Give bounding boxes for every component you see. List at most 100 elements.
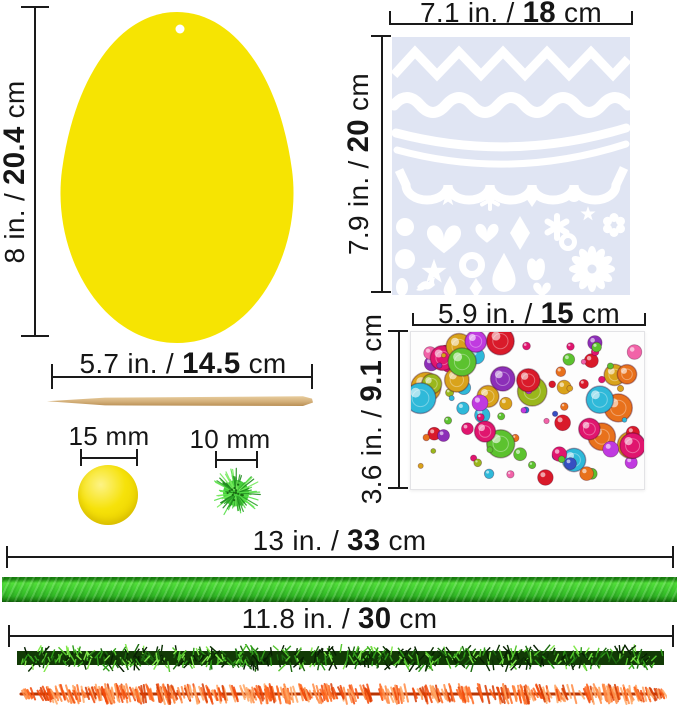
egg-height-inches: 8 in. / bbox=[0, 184, 30, 264]
ribbon-length-cm-value: 33 bbox=[347, 524, 381, 557]
stencil-height-inches: 7.9 in. / bbox=[343, 152, 374, 255]
stencil-zigzag bbox=[392, 45, 630, 82]
gem-sheet-width-cm-value: 15 bbox=[540, 297, 574, 330]
pompom-small-measure-line bbox=[216, 459, 258, 461]
stencil-wave bbox=[392, 92, 630, 118]
stencil-width-cm-unit: cm bbox=[555, 0, 602, 28]
egg-height-tick-bottom bbox=[21, 335, 49, 337]
green-ribbon bbox=[2, 577, 677, 602]
green-tinsel-stem bbox=[17, 644, 664, 672]
pompom-large-tick-left bbox=[80, 449, 82, 466]
stencil-width-tick-right bbox=[631, 11, 633, 25]
stem-length-cm-unit: cm bbox=[391, 603, 438, 634]
stencil-width-label: 7.1 in. / 18 cm bbox=[361, 0, 661, 29]
stencil-star-tiny bbox=[580, 206, 596, 221]
yellow-pompom bbox=[78, 465, 138, 525]
pompom-large-size-label: 15 mm bbox=[68, 421, 150, 451]
egg-cutout bbox=[60, 12, 294, 343]
stencil-ring-small bbox=[559, 233, 577, 251]
egg-height-measure-line bbox=[34, 7, 36, 337]
green-glitter-pompom bbox=[214, 467, 261, 516]
stick-length-cm-value: 14.5 bbox=[182, 347, 241, 380]
stencil-height-tick-bottom bbox=[371, 291, 391, 293]
gem-sheet-height-tick-top bbox=[388, 330, 408, 332]
stick-length-label: 5.7 in. / 14.5 cm bbox=[33, 347, 333, 380]
orange-chenille-stem bbox=[19, 683, 667, 705]
stem-length-tick-right bbox=[672, 625, 674, 647]
stencil-star-5pt bbox=[421, 258, 447, 283]
stem-length-inches: 11.8 in. / bbox=[241, 603, 359, 634]
gem-sheet-width-tick-left bbox=[412, 313, 414, 326]
stencil-sunflower bbox=[569, 246, 615, 292]
gem-sheet-height-cm-unit: cm bbox=[356, 313, 387, 360]
stencil-arc-2 bbox=[393, 140, 630, 168]
stem-length-label: 11.8 in. / 30 cm bbox=[0, 602, 679, 635]
stencil-sheet bbox=[392, 37, 630, 295]
gem-sheet-height-measure-line bbox=[398, 331, 400, 489]
stencil-star-small-1 bbox=[439, 189, 457, 206]
ribbon-length-label: 13 in. / 33 cm bbox=[0, 524, 679, 557]
stencil-diamond-small-1 bbox=[526, 189, 538, 207]
stick-length-cm-unit: cm bbox=[240, 348, 287, 379]
stencil-width-inches: 7.1 in. / bbox=[420, 0, 523, 28]
ribbon-length-tick-right bbox=[672, 546, 674, 568]
stencil-teardrop-small bbox=[443, 275, 457, 295]
stem-length-cm-value: 30 bbox=[358, 602, 392, 635]
stick-length-tick-left bbox=[51, 364, 53, 389]
ribbon-length-cm-unit: cm bbox=[380, 525, 427, 556]
gem-sticker-sheet bbox=[410, 331, 645, 490]
stencil-heart-medium bbox=[475, 223, 499, 243]
egg-height-label: 8 in. / 20.4 cm bbox=[0, 12, 32, 332]
stencil-height-measure-line bbox=[381, 36, 383, 293]
egg-hanging-hole bbox=[175, 24, 185, 34]
stick-length-measure-line bbox=[52, 376, 313, 378]
gem-sheet-width-cm-unit: cm bbox=[573, 298, 620, 329]
pompom-small-size-label: 10 mm bbox=[189, 424, 271, 454]
stencil-width-measure-line bbox=[390, 23, 632, 25]
stem-length-tick-left bbox=[8, 625, 10, 647]
stencil-height-tick-top bbox=[371, 35, 391, 37]
stencil-teardrop-large bbox=[492, 252, 516, 292]
stencil-circle-2 bbox=[395, 249, 415, 269]
pompom-small-tick-left bbox=[215, 451, 217, 468]
stick-length-tick-right bbox=[311, 364, 313, 389]
pompom-large-tick-right bbox=[136, 449, 138, 466]
ribbon-length-tick-left bbox=[6, 546, 8, 568]
stencil-flower-small bbox=[603, 213, 625, 237]
pompom-small-tick-right bbox=[256, 451, 258, 468]
gem-sheet-height-label: 3.6 in. / 9.1 cm bbox=[355, 259, 389, 559]
stencil-dot bbox=[567, 188, 581, 202]
stencil-ring bbox=[459, 252, 485, 278]
gem-sheet-width-measure-line bbox=[413, 324, 646, 326]
egg-height-cm-unit: cm bbox=[0, 80, 30, 127]
stencil-oval bbox=[396, 278, 408, 295]
ribbon-length-inches: 13 in. / bbox=[252, 525, 348, 556]
egg-height-tick-top bbox=[21, 6, 49, 8]
gem-sheet-height-inches: 3.6 in. / bbox=[356, 401, 387, 505]
gem-sheet-height-cm-value: 9.1 bbox=[355, 359, 388, 402]
stencil-circle-1 bbox=[396, 218, 414, 236]
stencil-snowflake bbox=[480, 189, 500, 211]
stencil-bird bbox=[416, 277, 435, 291]
gem-stickers bbox=[411, 332, 644, 486]
gem-sheet-height-tick-bottom bbox=[388, 487, 408, 489]
pompom-large-measure-line bbox=[81, 457, 138, 459]
stencil-diamond-small-2 bbox=[469, 278, 483, 295]
stencil-tulip bbox=[527, 258, 545, 281]
ribbon-length-measure-line bbox=[7, 556, 674, 558]
stencil-asterisk bbox=[544, 213, 570, 241]
gem-sheet-width-tick-right bbox=[644, 313, 646, 326]
stencil-height-cm-unit: cm bbox=[343, 73, 374, 120]
egg-height-cm-value: 20.4 bbox=[0, 126, 31, 185]
gem-sheet-width-inches: 5.9 in. / bbox=[438, 298, 541, 329]
stencil-arc-1 bbox=[392, 123, 630, 152]
gem-sheet-width-label: 5.9 in. / 15 cm bbox=[379, 297, 679, 330]
stencil-heart-small bbox=[533, 282, 551, 295]
stem-length-measure-line bbox=[9, 635, 674, 637]
wooden-stick bbox=[47, 396, 313, 406]
stencil-heart-large bbox=[426, 225, 462, 254]
stencil-diamond-tall bbox=[510, 216, 530, 250]
stencil-width-tick-left bbox=[389, 11, 391, 25]
stick-length-inches: 5.7 in. / bbox=[79, 348, 183, 379]
